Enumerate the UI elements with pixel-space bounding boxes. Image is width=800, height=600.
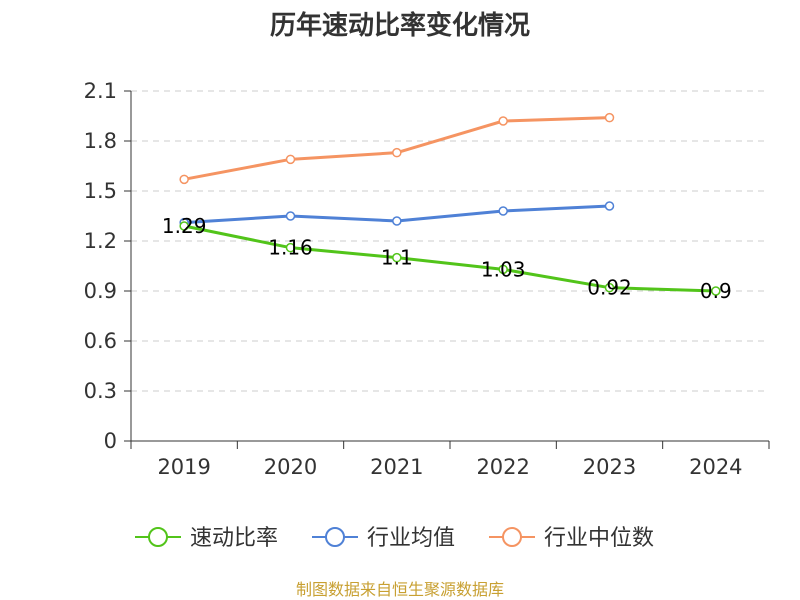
data-point [285, 211, 296, 221]
legend-marker-icon [502, 527, 522, 547]
data-point [604, 282, 615, 293]
data-point [285, 154, 296, 165]
y-tick-label: 0 [104, 429, 117, 453]
legend-marker-icon [325, 527, 345, 547]
y-tick-label: 0.3 [84, 379, 117, 403]
x-tick-label: 2020 [264, 455, 317, 479]
data-label: 1.16 [268, 236, 313, 260]
axes: 0 0.3 0.6 0.9 1.2 1.5 1.8 2.1 2019 2020 2021 2022 20… [84, 79, 770, 479]
data-point [392, 252, 402, 263]
data-point [498, 116, 508, 126]
data-point [604, 201, 615, 211]
data-point [179, 174, 189, 185]
y-tick-label: 1.8 [84, 129, 117, 153]
x-tick-label: 2021 [370, 455, 423, 479]
data-labels: 1.29 1.16 1.1 1.03 0.92 0.9 [162, 214, 732, 303]
data-point [498, 264, 508, 275]
legend-label: 速动比率 [190, 526, 278, 551]
chart-title: 历年速动比率变化情况 [270, 10, 530, 41]
data-label: 1.03 [481, 257, 526, 281]
source-note: 制图数据来自恒生聚源数据库 [296, 580, 504, 599]
x-tick-label: 2019 [157, 455, 210, 479]
data-point [392, 216, 402, 226]
y-tick-label: 0.6 [84, 329, 117, 353]
data-label: 1.1 [381, 246, 413, 270]
data-label: 1.29 [162, 214, 207, 238]
data-point [498, 206, 508, 216]
legend-item-2[interactable]: 行业中位数 [489, 526, 654, 551]
data-point [604, 112, 615, 123]
data-point [285, 242, 296, 253]
series [179, 112, 721, 296]
legend: 速动比率 行业均值 行业中位数 [135, 526, 654, 551]
data-label: 0.92 [587, 276, 632, 300]
grid [131, 90, 769, 392]
y-tick-label: 1.2 [84, 229, 117, 253]
data-point [711, 286, 721, 296]
data-label: 0.9 [700, 279, 732, 303]
y-tick-label: 0.9 [84, 279, 117, 303]
data-point [392, 147, 402, 158]
x-tick-label: 2024 [689, 455, 742, 479]
y-tick-label: 1.5 [84, 179, 117, 203]
series-line-0 [183, 224, 716, 293]
legend-item-1[interactable]: 行业均值 [312, 526, 455, 551]
legend-item-0[interactable]: 速动比率 [135, 526, 278, 551]
legend-label: 行业中位数 [544, 526, 654, 551]
y-tick-label: 2.1 [84, 79, 117, 103]
legend-marker-icon [148, 527, 168, 547]
x-tick-label: 2022 [476, 455, 529, 479]
legend-label: 行业均值 [367, 526, 455, 551]
x-tick-label: 2023 [583, 455, 636, 479]
data-point [179, 221, 189, 231]
